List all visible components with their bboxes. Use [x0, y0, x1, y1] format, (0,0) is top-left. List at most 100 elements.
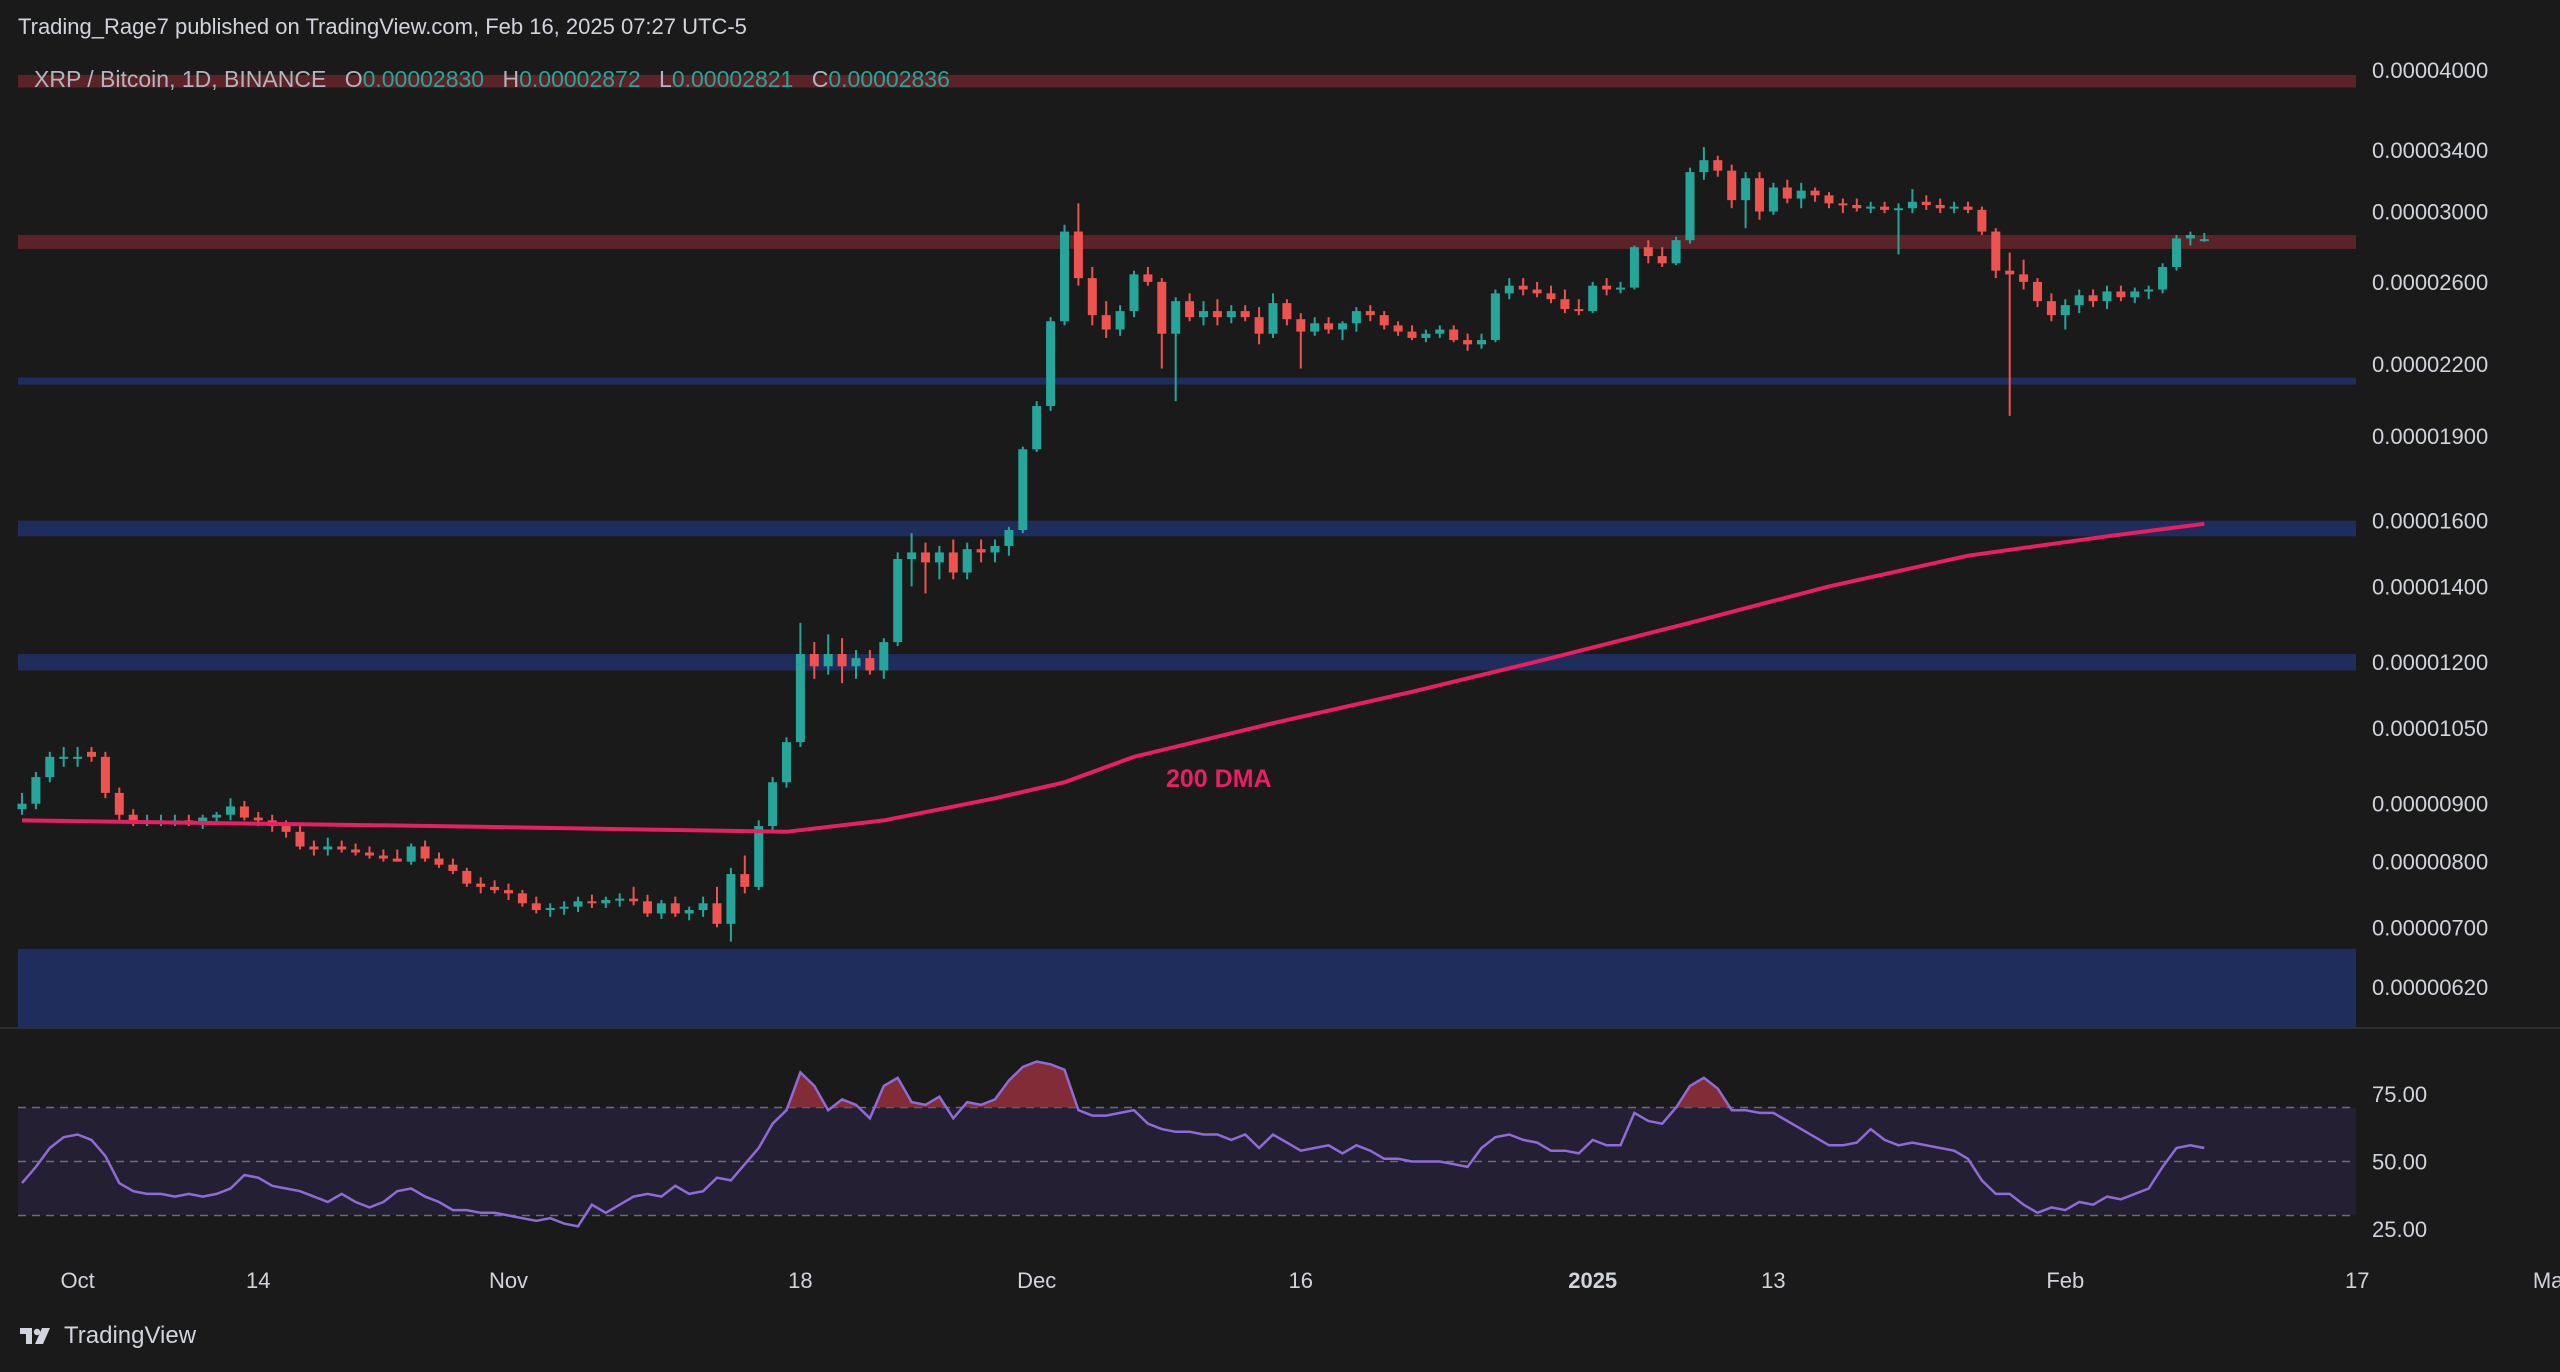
rsi-line [21, 1060, 2205, 1228]
candle-body [1741, 178, 1751, 201]
time-tick-label: 14 [246, 1268, 270, 1293]
candle-body [1407, 331, 1417, 338]
candle-body [1393, 325, 1403, 332]
candle-body [281, 826, 291, 832]
support-zone-2 [18, 377, 2356, 385]
candle-body [1046, 321, 1056, 407]
candle-body [1101, 315, 1111, 330]
price-tick-label: 0.00003400 [2372, 138, 2488, 163]
price-tick-label: 0.00001200 [2372, 650, 2488, 675]
candle-body [87, 751, 96, 757]
low-label: L [659, 66, 672, 92]
rsi-pane [18, 1060, 2356, 1228]
candle-body [337, 846, 347, 850]
rsi-axis: 75.00 50.00 25.00 [2372, 1082, 2427, 1242]
support-zone-3 [18, 520, 2356, 537]
rsi-tick-label: 75.00 [2372, 1082, 2427, 1107]
candle-body [1254, 317, 1264, 334]
rsi-tick-label: 25.00 [2372, 1217, 2427, 1242]
candle-body [2116, 291, 2126, 298]
candle-body [1935, 204, 1945, 209]
candle-body [1616, 287, 1625, 290]
candle-body [1129, 274, 1139, 312]
candle-body [323, 846, 333, 850]
candle-body [754, 826, 764, 887]
candle-body [1921, 201, 1931, 205]
symbol-legend[interactable]: XRP / Bitcoin, 1D, BINANCE O0.00002830 H… [34, 66, 950, 93]
candle-body [545, 908, 555, 911]
time-tick-label: Feb [2046, 1268, 2084, 1293]
candle-body [434, 858, 444, 865]
candle-body [1852, 204, 1862, 209]
candle-body [1157, 281, 1167, 334]
time-tick-label: Nov [489, 1268, 528, 1293]
candle-body [879, 642, 889, 671]
candle-body [1171, 301, 1181, 334]
candle-body [1796, 190, 1806, 199]
candle-body [1226, 311, 1236, 318]
tradingview-brand[interactable]: TradingView [20, 1322, 196, 1350]
candle-body [1240, 311, 1250, 318]
candle-body [684, 910, 694, 914]
resistance-zone-1 [18, 235, 2356, 249]
rsi-tick-label: 50.00 [2372, 1150, 2427, 1175]
candle-body [726, 874, 736, 924]
candle-body [1824, 195, 1834, 204]
candle-body [1185, 301, 1195, 318]
candle-body [351, 849, 361, 853]
candle-body [573, 901, 583, 907]
candle-body [1588, 285, 1598, 312]
candle-body [1768, 187, 1778, 212]
candle-body [59, 756, 69, 759]
candle-body [1782, 187, 1792, 199]
candle-body [907, 552, 917, 560]
time-tick-label: 13 [1761, 1268, 1785, 1293]
candle-body [212, 814, 222, 818]
candle-body [934, 552, 944, 563]
candle-body [1032, 406, 1042, 450]
candle-body [2199, 239, 2209, 242]
candle-body [1977, 209, 1987, 232]
time-tick-label: Dec [1017, 1268, 1056, 1293]
high-label: H [502, 66, 520, 92]
candle-body [865, 658, 875, 671]
candle-body [976, 549, 986, 553]
candle-body [768, 782, 778, 827]
high-value: 0.00002872 [519, 66, 641, 92]
candle-body [990, 545, 1000, 553]
candle-body [128, 814, 138, 821]
candle-body [601, 899, 611, 904]
candle-body [1991, 231, 2001, 271]
candle-body [2144, 289, 2154, 292]
price-tick-label: 0.00003000 [2372, 200, 2488, 225]
candle-body [226, 806, 235, 815]
candle-body [198, 817, 208, 824]
time-axis: Oct 14 Nov 18 Dec 16 2025 13 Feb 17 Mar [60, 1268, 2560, 1293]
candle-body [1713, 160, 1723, 171]
candle-body [1546, 293, 1556, 300]
candle-body [517, 893, 527, 904]
candle-body [1518, 285, 1528, 290]
candle-body [1810, 190, 1820, 196]
candle-body [309, 846, 319, 850]
candle-body [100, 756, 110, 793]
open-label: O [344, 66, 363, 92]
candle-body [1907, 201, 1917, 209]
price-tick-label: 0.00001600 [2372, 509, 2488, 534]
candle-body [73, 756, 83, 759]
candle-body [1365, 311, 1375, 316]
publish-attribution: Trading_Rage7 published on TradingView.c… [18, 14, 747, 39]
candle-body [1532, 289, 1542, 294]
candle-body [295, 831, 305, 847]
candle-body [1699, 160, 1709, 173]
candle-body [2088, 295, 2098, 302]
candle-body [1004, 530, 1014, 546]
candle-body [1324, 323, 1334, 330]
candle-body [2185, 235, 2195, 239]
candle-body [504, 890, 513, 894]
candle-body [490, 886, 500, 891]
support-zone-4 [18, 654, 2356, 671]
candle-body [253, 817, 263, 821]
candle-body [782, 742, 791, 783]
